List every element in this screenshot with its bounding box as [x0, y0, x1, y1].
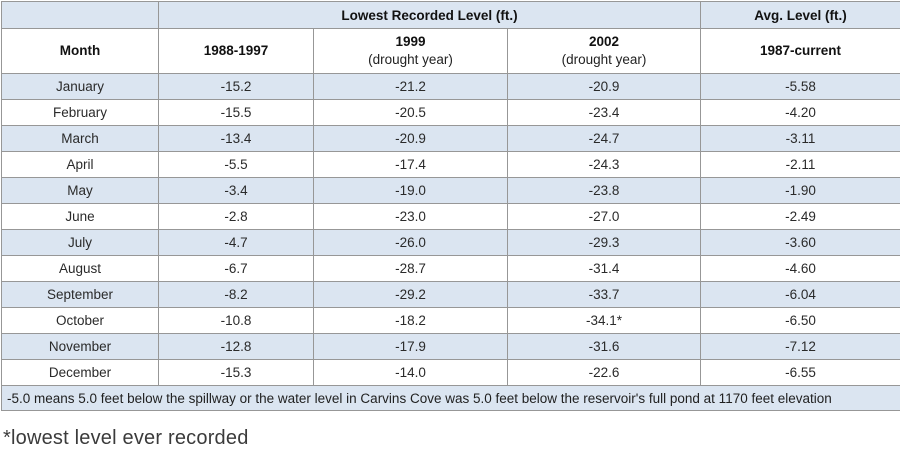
value-cell-1988: -15.2 — [159, 74, 314, 100]
group-header-empty-cell — [2, 2, 159, 29]
table-note-row: -5.0 means 5.0 feet below the spillway o… — [2, 386, 900, 411]
value-cell-1999: -21.2 — [314, 74, 508, 100]
value-cell-2002: -24.7 — [508, 126, 701, 152]
value-cell-1999: -29.2 — [314, 282, 508, 308]
column-header-2002: 2002 (drought year) — [508, 29, 701, 74]
table-row-october: October -10.8 -18.2 -34.1* -6.50 — [2, 308, 900, 334]
table-row-january: January -15.2 -21.2 -20.9 -5.58 — [2, 74, 900, 100]
value-cell-avg: -3.11 — [701, 126, 900, 152]
value-cell-1988: -12.8 — [159, 334, 314, 360]
value-cell-avg: -4.60 — [701, 256, 900, 282]
value-cell-2002: -20.9 — [508, 74, 701, 100]
value-cell-2002: -27.0 — [508, 204, 701, 230]
value-cell-1999: -17.4 — [314, 152, 508, 178]
value-cell-1999: -20.9 — [314, 126, 508, 152]
column-header-2002-subtitle: (drought year) — [510, 51, 698, 69]
month-cell: December — [2, 360, 159, 386]
table-row-may: May -3.4 -19.0 -23.8 -1.90 — [2, 178, 900, 204]
table-row-july: July -4.7 -26.0 -29.3 -3.60 — [2, 230, 900, 256]
value-cell-2002: -31.6 — [508, 334, 701, 360]
table-row-april: April -5.5 -17.4 -24.3 -2.11 — [2, 152, 900, 178]
month-cell: September — [2, 282, 159, 308]
value-cell-avg: -7.12 — [701, 334, 900, 360]
column-header-2002-year: 2002 — [589, 34, 619, 49]
value-cell-avg: -6.55 — [701, 360, 900, 386]
month-cell: April — [2, 152, 159, 178]
table-row-february: February -15.5 -20.5 -23.4 -4.20 — [2, 100, 900, 126]
month-cell: May — [2, 178, 159, 204]
value-cell-2002: -23.8 — [508, 178, 701, 204]
value-cell-avg: -6.04 — [701, 282, 900, 308]
value-cell-2002-record-low: -34.1* — [508, 308, 701, 334]
table-row-august: August -6.7 -28.7 -31.4 -4.60 — [2, 256, 900, 282]
group-header-avg-level: Avg. Level (ft.) — [701, 2, 900, 29]
value-cell-1999: -14.0 — [314, 360, 508, 386]
value-cell-1988: -6.7 — [159, 256, 314, 282]
value-cell-1988: -15.3 — [159, 360, 314, 386]
reservoir-levels-table: Lowest Recorded Level (ft.) Avg. Level (… — [1, 1, 900, 411]
value-cell-1988: -5.5 — [159, 152, 314, 178]
column-header-1987-current: 1987-current — [701, 29, 900, 74]
table-row-june: June -2.8 -23.0 -27.0 -2.49 — [2, 204, 900, 230]
value-cell-avg: -6.50 — [701, 308, 900, 334]
column-header-month: Month — [2, 29, 159, 74]
value-cell-avg: -5.58 — [701, 74, 900, 100]
column-header-1988-1997: 1988-1997 — [159, 29, 314, 74]
value-cell-1988: -10.8 — [159, 308, 314, 334]
value-cell-2002: -22.6 — [508, 360, 701, 386]
value-cell-1999: -19.0 — [314, 178, 508, 204]
value-cell-1999: -18.2 — [314, 308, 508, 334]
value-cell-2002: -23.4 — [508, 100, 701, 126]
value-cell-1988: -4.7 — [159, 230, 314, 256]
column-header-1999: 1999 (drought year) — [314, 29, 508, 74]
value-cell-1988: -13.4 — [159, 126, 314, 152]
value-cell-1999: -26.0 — [314, 230, 508, 256]
month-cell: February — [2, 100, 159, 126]
value-cell-1988: -15.5 — [159, 100, 314, 126]
month-cell: November — [2, 334, 159, 360]
month-cell: August — [2, 256, 159, 282]
value-cell-1988: -2.8 — [159, 204, 314, 230]
month-cell: June — [2, 204, 159, 230]
column-header-row: Month 1988-1997 1999 (drought year) 2002… — [2, 29, 900, 74]
group-header-row: Lowest Recorded Level (ft.) Avg. Level (… — [2, 2, 900, 29]
value-cell-avg: -3.60 — [701, 230, 900, 256]
value-cell-avg: -2.49 — [701, 204, 900, 230]
table-row-november: November -12.8 -17.9 -31.6 -7.12 — [2, 334, 900, 360]
table-row-september: September -8.2 -29.2 -33.7 -6.04 — [2, 282, 900, 308]
value-cell-1999: -28.7 — [314, 256, 508, 282]
table-row-december: December -15.3 -14.0 -22.6 -6.55 — [2, 360, 900, 386]
value-cell-2002: -29.3 — [508, 230, 701, 256]
value-cell-avg: -1.90 — [701, 178, 900, 204]
value-cell-1999: -17.9 — [314, 334, 508, 360]
value-cell-2002: -31.4 — [508, 256, 701, 282]
month-cell: March — [2, 126, 159, 152]
value-cell-1999: -23.0 — [314, 204, 508, 230]
value-cell-1988: -8.2 — [159, 282, 314, 308]
value-cell-1988: -3.4 — [159, 178, 314, 204]
table-row-march: March -13.4 -20.9 -24.7 -3.11 — [2, 126, 900, 152]
value-cell-2002: -33.7 — [508, 282, 701, 308]
column-header-1999-year: 1999 — [395, 34, 425, 49]
value-cell-2002: -24.3 — [508, 152, 701, 178]
month-cell: January — [2, 74, 159, 100]
column-header-1999-subtitle: (drought year) — [316, 51, 505, 69]
value-cell-1999: -20.5 — [314, 100, 508, 126]
month-cell: October — [2, 308, 159, 334]
value-cell-avg: -4.20 — [701, 100, 900, 126]
value-cell-avg: -2.11 — [701, 152, 900, 178]
table-note: -5.0 means 5.0 feet below the spillway o… — [2, 386, 900, 411]
month-cell: July — [2, 230, 159, 256]
footnote-lowest-level: *lowest level ever recorded — [3, 427, 900, 450]
group-header-lowest-recorded: Lowest Recorded Level (ft.) — [159, 2, 701, 29]
